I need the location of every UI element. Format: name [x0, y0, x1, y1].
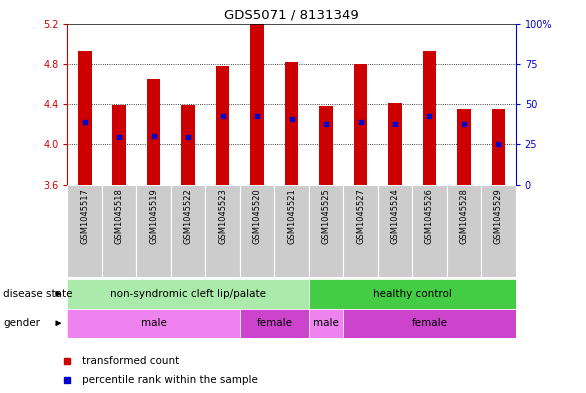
Text: GSM1045520: GSM1045520	[253, 188, 261, 244]
FancyBboxPatch shape	[412, 185, 447, 277]
Text: female: female	[256, 318, 292, 328]
Text: GSM1045525: GSM1045525	[322, 188, 331, 244]
Text: female: female	[411, 318, 448, 328]
Bar	[457, 109, 471, 185]
FancyBboxPatch shape	[309, 279, 516, 309]
FancyBboxPatch shape	[67, 279, 309, 309]
Text: GSM1045518: GSM1045518	[115, 188, 124, 244]
Text: percentile rank within the sample: percentile rank within the sample	[82, 375, 258, 385]
Text: healthy control: healthy control	[373, 289, 452, 299]
Text: GSM1045517: GSM1045517	[80, 188, 89, 244]
Text: GSM1045529: GSM1045529	[494, 188, 503, 244]
Bar	[353, 64, 367, 185]
Text: male: male	[141, 318, 166, 328]
Text: gender: gender	[3, 318, 40, 328]
FancyBboxPatch shape	[240, 309, 309, 338]
Bar	[492, 109, 505, 185]
Text: GSM1045528: GSM1045528	[459, 188, 468, 244]
FancyBboxPatch shape	[309, 309, 343, 338]
FancyBboxPatch shape	[171, 185, 205, 277]
FancyBboxPatch shape	[481, 185, 516, 277]
Bar	[181, 105, 195, 185]
Bar	[319, 106, 333, 185]
FancyBboxPatch shape	[102, 185, 137, 277]
Bar	[285, 62, 298, 185]
Title: GDS5071 / 8131349: GDS5071 / 8131349	[224, 8, 359, 21]
FancyBboxPatch shape	[67, 309, 240, 338]
FancyBboxPatch shape	[137, 185, 171, 277]
FancyBboxPatch shape	[67, 185, 102, 277]
Text: GSM1045523: GSM1045523	[218, 188, 227, 244]
Text: GSM1045522: GSM1045522	[183, 188, 193, 244]
FancyBboxPatch shape	[343, 309, 516, 338]
Text: disease state: disease state	[3, 289, 73, 299]
Bar	[113, 105, 126, 185]
Bar	[78, 51, 91, 185]
FancyBboxPatch shape	[309, 185, 343, 277]
FancyBboxPatch shape	[205, 185, 240, 277]
FancyBboxPatch shape	[447, 185, 481, 277]
Bar	[388, 103, 402, 185]
FancyBboxPatch shape	[240, 185, 274, 277]
Text: transformed count: transformed count	[82, 356, 179, 366]
Text: GSM1045521: GSM1045521	[287, 188, 296, 244]
Text: GSM1045524: GSM1045524	[390, 188, 400, 244]
FancyBboxPatch shape	[343, 185, 378, 277]
FancyBboxPatch shape	[378, 185, 412, 277]
Text: GSM1045519: GSM1045519	[149, 188, 158, 244]
Text: male: male	[313, 318, 339, 328]
Text: non-syndromic cleft lip/palate: non-syndromic cleft lip/palate	[110, 289, 266, 299]
Bar	[216, 66, 230, 185]
FancyBboxPatch shape	[274, 185, 309, 277]
Text: GSM1045527: GSM1045527	[356, 188, 365, 244]
Text: GSM1045526: GSM1045526	[425, 188, 434, 244]
Bar	[250, 24, 264, 185]
Bar	[423, 51, 437, 185]
Bar	[146, 79, 161, 185]
